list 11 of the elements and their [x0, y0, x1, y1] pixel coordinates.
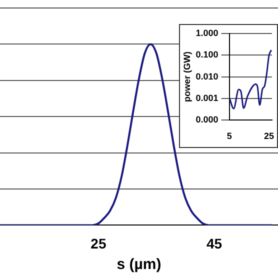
x-tick-label: 25: [264, 131, 274, 142]
y-tick-label: 0.001: [196, 92, 218, 103]
x-tick-label: 5: [226, 131, 232, 142]
y-tick-label: 0.100: [196, 50, 218, 60]
y-tick-label: 0.000: [196, 114, 218, 125]
y-tick-label: 0.010: [196, 71, 218, 82]
y-axis-title: power (GW): [182, 52, 192, 102]
y-tick-label: 1.000: [196, 28, 218, 38]
x-axis-title: s (µm): [116, 256, 162, 274]
x-tick-label: 25: [90, 235, 106, 252]
x-tick-label: 45: [206, 235, 222, 252]
